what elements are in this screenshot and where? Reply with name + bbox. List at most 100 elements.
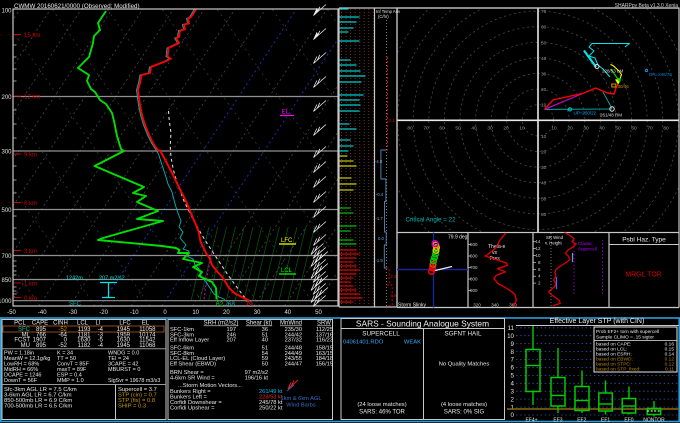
- svg-text:15 km: 15 km: [24, 33, 40, 39]
- svg-text:Eff Shear (EBWD): Eff Shear (EBWD): [170, 361, 216, 367]
- svg-text:MMP = 1.0: MMP = 1.0: [57, 378, 84, 384]
- svg-text:(4 loose matches): (4 loose matches): [441, 402, 487, 408]
- svg-text:Sample CLIMO = .15 sigtor: Sample CLIMO = .15 sigtor: [596, 335, 654, 341]
- svg-text:TEI = 24: TEI = 24: [108, 356, 129, 362]
- svg-text:207: 207: [227, 338, 237, 344]
- svg-text:Prob EF2+ torn with supercell: Prob EF2+ torn with supercell: [596, 329, 659, 335]
- svg-text:1km & 6km AGL: 1km & 6km AGL: [280, 396, 321, 402]
- svg-text:MRGL TOR: MRGL TOR: [625, 272, 661, 279]
- svg-text:based on ESRH:: based on ESRH:: [596, 352, 632, 358]
- svg-text:Classic: Classic: [578, 241, 593, 246]
- svg-text:261/49 kt: 261/49 kt: [259, 389, 283, 395]
- svg-text:LCL-EL (Cloud Layer): LCL-EL (Cloud Layer): [170, 356, 225, 362]
- svg-text:SARS: 0% SIG: SARS: 0% SIG: [444, 410, 485, 416]
- svg-text:-64: -64: [58, 332, 67, 338]
- svg-text:20: 20: [541, 87, 547, 93]
- svg-text:STP (cin) = 0.7: STP (cin) = 0.7: [118, 393, 157, 399]
- svg-text:PCL: PCL: [14, 321, 26, 327]
- svg-text:DCAPE = 1246: DCAPE = 1246: [4, 373, 41, 379]
- svg-text:10: 10: [519, 126, 525, 132]
- svg-text:40: 40: [262, 338, 268, 344]
- svg-text:80: 80: [663, 126, 669, 132]
- svg-text:895: 895: [36, 327, 47, 333]
- svg-text:8: 8: [538, 260, 541, 265]
- svg-text:97 m2/s2: 97 m2/s2: [245, 370, 268, 376]
- svg-text:40: 40: [471, 126, 477, 132]
- svg-text:FCST: FCST: [14, 338, 30, 344]
- svg-text:Bunkers Left =: Bunkers Left =: [170, 395, 208, 401]
- svg-text:based on STPC:: based on STPC:: [596, 362, 631, 368]
- svg-text:4: 4: [511, 381, 515, 388]
- svg-text:0.12: 0.12: [665, 362, 675, 368]
- svg-text:SFC: SFC: [69, 302, 82, 308]
- svg-text:based on CAPE:: based on CAPE:: [596, 342, 631, 348]
- svg-text:3CAPE = 42: 3CAPE = 42: [108, 362, 138, 368]
- svg-text:60: 60: [439, 126, 445, 132]
- svg-text:MBURST = 0: MBURST = 0: [108, 367, 140, 373]
- svg-text:SFC: SFC: [18, 327, 31, 333]
- svg-text:20: 20: [503, 126, 509, 132]
- svg-text:60: 60: [541, 25, 547, 31]
- svg-text:10174: 10174: [139, 332, 156, 338]
- svg-text:MnWind: MnWind: [280, 321, 302, 327]
- svg-text:ConvT = 85F: ConvT = 85F: [57, 362, 89, 368]
- svg-text:1000: 1000: [0, 299, 12, 305]
- svg-text:-4.8: -4.8: [375, 159, 383, 164]
- svg-text:LowRH = 68%: LowRH = 68%: [4, 362, 39, 368]
- svg-text:62: 62: [216, 301, 224, 308]
- svg-text:SHIP = 0.3: SHIP = 0.3: [118, 404, 146, 410]
- svg-text:80: 80: [407, 126, 413, 132]
- svg-text:Storm Slinky: Storm Slinky: [398, 303, 427, 309]
- svg-text:54: 54: [262, 351, 268, 357]
- svg-text:K = 34: K = 34: [57, 351, 73, 357]
- svg-text:-4: -4: [98, 327, 104, 333]
- svg-text:36: 36: [262, 327, 268, 333]
- svg-text:0.16: 0.16: [665, 342, 675, 348]
- svg-text:700: 700: [1, 254, 12, 260]
- svg-text:11068: 11068: [139, 343, 156, 349]
- svg-text:2.2: 2.2: [391, 274, 397, 279]
- svg-text:0: 0: [64, 338, 68, 344]
- svg-text:1193: 1193: [78, 327, 92, 333]
- svg-text:600: 600: [470, 254, 478, 259]
- svg-text:700-500mb LR = 6.5 C/km: 700-500mb LR = 6.5 C/km: [4, 404, 72, 410]
- svg-text:320: 320: [473, 303, 481, 308]
- svg-text:246: 246: [227, 332, 237, 338]
- svg-text:No Quality Matches: No Quality Matches: [439, 362, 490, 368]
- svg-text:Shear (kt): Shear (kt): [246, 321, 272, 327]
- svg-text:SFC-6km: SFC-6km: [170, 346, 194, 352]
- svg-text:59: 59: [262, 356, 268, 362]
- svg-text:Psbl Haz. Type: Psbl Haz. Type: [622, 237, 666, 244]
- svg-text:197: 197: [227, 327, 237, 333]
- svg-text:30/46: 30/46: [618, 84, 630, 89]
- svg-text:243/55: 243/55: [285, 356, 302, 362]
- svg-text:40: 40: [599, 126, 605, 132]
- svg-text:237/32: 237/32: [285, 338, 302, 344]
- svg-text:vs: vs: [492, 250, 498, 256]
- svg-text:10: 10: [192, 310, 199, 316]
- svg-text:500: 500: [1, 208, 12, 214]
- svg-text:207 m2/s2: 207 m2/s2: [99, 275, 125, 281]
- svg-text:ML: ML: [22, 332, 31, 338]
- svg-text:1181: 1181: [78, 332, 92, 338]
- svg-text:EF2: EF2: [577, 418, 586, 423]
- svg-text:EL: EL: [282, 110, 290, 116]
- svg-text:300: 300: [1, 149, 12, 155]
- svg-text:MidRH = 66%: MidRH = 66%: [4, 367, 38, 373]
- svg-text:ESP = 0.4: ESP = 0.4: [57, 373, 82, 379]
- svg-text:SFC-8km: SFC-8km: [170, 351, 194, 357]
- svg-text:50: 50: [541, 196, 547, 202]
- svg-text:40: 40: [284, 310, 291, 316]
- svg-text:116/23: 116/23: [316, 338, 333, 344]
- svg-text:MeanW = 12.1g/kg: MeanW = 12.1g/kg: [4, 356, 50, 362]
- svg-text:Corfidi Downshear =: Corfidi Downshear =: [170, 400, 222, 406]
- svg-text:-30: -30: [69, 310, 78, 316]
- svg-text:4.6: 4.6: [391, 293, 397, 298]
- svg-text:PW = 1.18in: PW = 1.18in: [4, 351, 34, 357]
- svg-text:(C/hr): (C/hr): [378, 14, 389, 19]
- svg-text:163/15: 163/15: [316, 351, 333, 357]
- svg-text:51: 51: [262, 332, 268, 338]
- svg-text:8: 8: [511, 349, 515, 356]
- svg-text:137/16: 137/16: [316, 332, 333, 338]
- svg-text:Supercell: Supercell: [578, 247, 597, 252]
